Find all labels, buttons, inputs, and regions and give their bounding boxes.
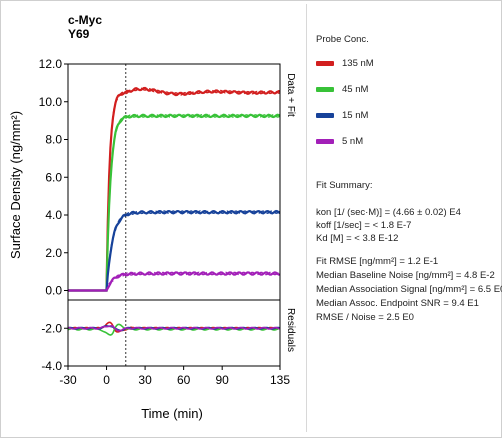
y-tick-label: 12.0: [39, 57, 63, 71]
series-15-nm: [67, 209, 281, 332]
fit-summary-line: koff [1/sec] = < 1.8 E-7: [316, 220, 412, 231]
x-tick-label: 30: [138, 373, 152, 387]
y-tick-label: -2.0: [41, 321, 62, 335]
series-5-nm: [67, 271, 281, 332]
series-line: [68, 271, 280, 292]
x-tick-label: 0: [103, 373, 110, 387]
legend-label: 45 nM: [342, 83, 369, 95]
panel-divider: [306, 4, 307, 432]
series-line: [68, 210, 281, 292]
y-tick-label: 10.0: [39, 95, 63, 109]
series-line: [68, 209, 281, 292]
fit-summary-line: kon [1/ (sec·M)] = (4.66 ± 0.02) E4: [316, 207, 461, 218]
x-tick-label: -30: [59, 373, 77, 387]
legend-title: Probe Conc.: [316, 34, 369, 45]
y-tick-label: 8.0: [45, 133, 62, 147]
y-tick-label: 0.0: [45, 284, 62, 298]
legend-swatch: [316, 112, 334, 118]
legend-swatch: [316, 86, 334, 92]
x-tick-label: 90: [216, 373, 230, 387]
x-tick-label: 60: [177, 373, 191, 387]
right-label-upper-group: Data + Fit: [285, 73, 296, 117]
y-tick-label: 2.0: [45, 246, 62, 260]
legend-item: 15 nM: [316, 108, 368, 122]
series-45-nm: [67, 113, 281, 336]
plot-frame: [67, 63, 281, 367]
y-tick-label: 6.0: [45, 170, 62, 184]
legend-label: 135 nM: [342, 57, 374, 69]
right-label-lower-group: Residuals: [285, 308, 296, 352]
legend-swatch: [316, 60, 334, 66]
y-axis-label: Surface Density (ng/mm²): [8, 111, 23, 259]
series-line: [68, 87, 281, 292]
fit-summary-title: Fit Summary:: [316, 180, 373, 191]
series-line: [68, 271, 281, 292]
fit-summary-line: Median Assoc. Endpoint SNR = 9.4 E1: [316, 298, 479, 309]
fit-summary-line: Kd [M] = < 3.8 E-12: [316, 233, 399, 244]
series-135-nm: [67, 86, 281, 333]
series-line: [68, 86, 281, 292]
legend-label: 15 nM: [342, 109, 369, 121]
chart-title: c-Myc: [68, 13, 102, 27]
binding-kinetics-chart: c-Myc Y69 Surface Density (ng/mm²) Time …: [8, 13, 296, 421]
chart-subtitle: Y69: [68, 27, 90, 41]
y-tick-label: 4.0: [45, 208, 62, 222]
legend-item: 5 nM: [316, 134, 363, 148]
info-panel: Probe Conc. 135 nM 45 nM 15 nM 5 nM Fit Sum…: [306, 4, 502, 432]
legend-swatch: [316, 138, 334, 144]
right-label-upper: Data + Fit: [285, 73, 296, 117]
legend-item: 45 nM: [316, 82, 368, 96]
legend-label: 5 nM: [342, 135, 364, 147]
x-axis-label: Time (min): [141, 406, 203, 421]
fit-summary-line: Fit RMSE [ng/mm²] = 1.2 E-1: [316, 256, 439, 267]
y-tick-label: -4.0: [41, 359, 62, 373]
x-tick-label: 135: [270, 373, 290, 387]
legend-item: 135 nM: [316, 56, 374, 70]
fit-summary-line: Median Association Signal [ng/mm²] = 6.5…: [316, 284, 502, 295]
series-line: [68, 114, 281, 292]
fit-summary-line: Median Baseline Noise [ng/mm²] = 4.8 E-2: [316, 270, 495, 281]
fit-summary-line: RMSE / Noise = 2.5 E0: [316, 312, 414, 323]
series-residual: [67, 324, 281, 332]
series-line: [68, 113, 281, 292]
right-label-lower: Residuals: [285, 308, 296, 352]
y-axis-label-group: Surface Density (ng/mm²): [8, 111, 23, 259]
